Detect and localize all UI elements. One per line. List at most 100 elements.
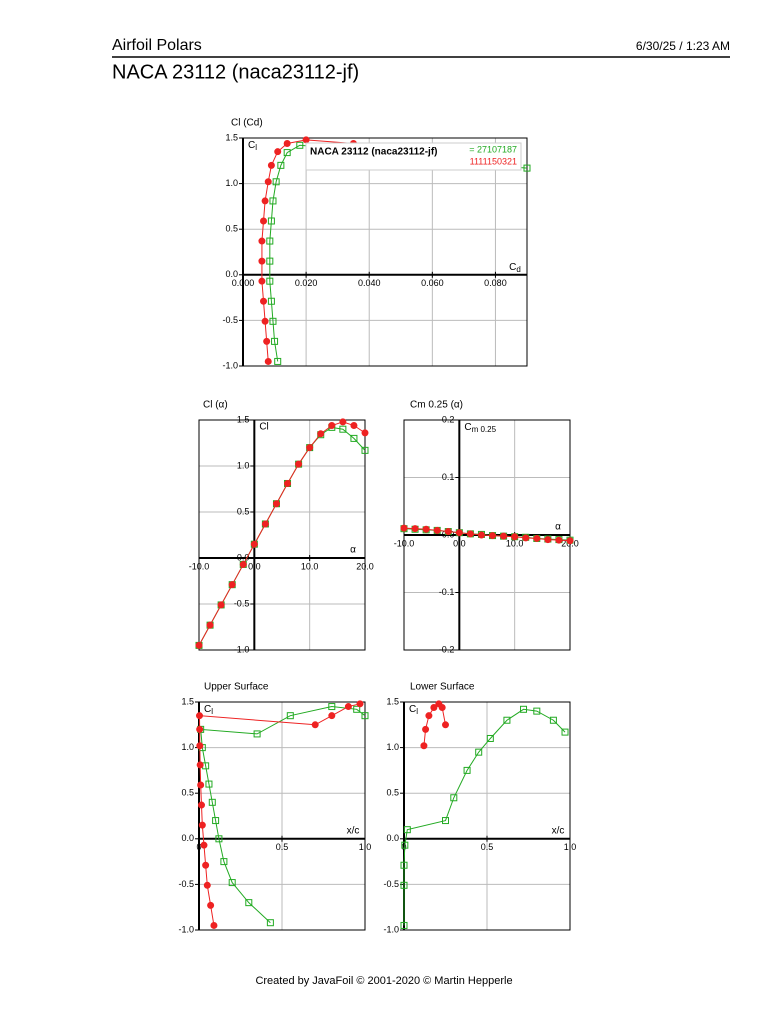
y-tick-label: 0.5: [386, 788, 399, 798]
x-tick-label: 0.5: [481, 842, 494, 852]
data-point: [411, 525, 419, 533]
data-point: [283, 139, 291, 147]
data-point: [267, 297, 275, 305]
data-point: [566, 537, 574, 545]
data-point: [258, 237, 266, 245]
y-tick-label: -0.5: [178, 879, 194, 889]
chart-title: Lower Surface: [410, 682, 475, 693]
axis-label-main: C: [464, 422, 471, 433]
data-point: [400, 524, 408, 532]
data-point: [420, 742, 428, 750]
data-point: [353, 705, 361, 713]
data-point: [253, 730, 261, 738]
data-point: [455, 529, 463, 537]
data-point: [264, 357, 272, 365]
data-point: [400, 921, 408, 929]
data-point: [328, 422, 336, 430]
data-point: [422, 525, 430, 533]
data-point: [403, 826, 411, 834]
axis-label-sub: l: [255, 143, 257, 152]
data-point: [533, 707, 541, 715]
data-point: [444, 528, 452, 536]
y-tick-label: 1.5: [386, 696, 399, 706]
axis-label: Cd: [509, 261, 521, 273]
chart-title: Upper Surface: [204, 682, 269, 693]
legend-entry: = 27107187: [469, 144, 517, 154]
data-point: [258, 257, 266, 265]
x-tick-label: 0.5: [276, 842, 289, 852]
series-line: [198, 421, 366, 646]
data-point: [274, 148, 282, 156]
axis-label: α: [555, 522, 561, 533]
data-point: [361, 429, 369, 437]
data-point: [266, 277, 274, 285]
data-point: [523, 164, 531, 172]
data-point: [561, 728, 569, 736]
data-point: [196, 742, 204, 750]
data-point: [207, 901, 215, 909]
x-tick-label: 10.0: [506, 538, 524, 548]
y-tick-label: 1.5: [225, 132, 238, 142]
x-tick-label: 10.0: [301, 561, 319, 571]
data-point: [258, 277, 266, 285]
y-tick-label: -1.0: [383, 924, 399, 934]
report-heading: Airfoil Polars: [112, 37, 202, 54]
y-tick-label: -0.5: [234, 598, 250, 608]
y-tick-label: -0.5: [222, 315, 238, 325]
data-point: [344, 703, 352, 711]
y-tick-label: -0.5: [383, 879, 399, 889]
y-tick-label: 0.2: [442, 414, 455, 424]
series-line: [261, 139, 433, 362]
plot-frame: [198, 419, 366, 651]
data-point: [239, 560, 247, 568]
data-point: [269, 197, 277, 205]
axis-label: α: [350, 545, 356, 556]
data-point: [208, 798, 216, 806]
axis-label: Cm 0.25: [464, 422, 496, 434]
data-point: [442, 721, 449, 729]
report-date: 6/30/25 / 1:23 AM: [636, 39, 730, 53]
data-point: [212, 817, 220, 825]
data-point: [266, 237, 274, 245]
data-point: [271, 337, 279, 345]
report-title: NACA 23112 (naca23112-jf): [112, 61, 359, 83]
data-point: [272, 500, 280, 508]
axis-label: x/c: [347, 825, 360, 836]
y-tick-label: 1.5: [181, 696, 194, 706]
data-point: [195, 712, 203, 720]
data-point: [266, 919, 274, 927]
data-point: [422, 725, 430, 733]
data-point: [206, 621, 214, 629]
data-point: [272, 178, 280, 186]
series-line: [403, 527, 571, 542]
data-point: [228, 581, 236, 589]
data-point: [260, 297, 268, 305]
y-tick-label: -0.1: [439, 587, 455, 597]
data-point: [549, 716, 557, 724]
axis-label-sub: l: [416, 707, 418, 716]
series-line: [200, 706, 366, 924]
axis-label-sub: m 0.25: [472, 425, 497, 434]
y-tick-label: 1.0: [181, 742, 194, 752]
data-point: [311, 721, 319, 729]
data-point: [196, 761, 204, 769]
axis-label-main: C: [409, 704, 416, 715]
x-tick-label: 0.080: [484, 278, 507, 288]
data-point: [267, 217, 275, 225]
y-tick-label: -1.0: [222, 360, 238, 370]
data-point: [463, 766, 471, 774]
y-tick-label: -1.0: [178, 924, 194, 934]
legend-title: NACA 23112 (naca23112-jf): [310, 147, 437, 158]
data-point: [267, 161, 275, 169]
data-point: [489, 532, 497, 540]
data-point: [195, 641, 203, 649]
data-point: [215, 835, 223, 843]
data-point: [500, 532, 508, 540]
data-point: [284, 479, 292, 487]
y-tick-label: 1.0: [237, 460, 250, 470]
series-line: [198, 703, 361, 926]
data-point: [210, 921, 218, 929]
data-point: [286, 712, 294, 720]
y-tick-label: 1.5: [237, 414, 250, 424]
